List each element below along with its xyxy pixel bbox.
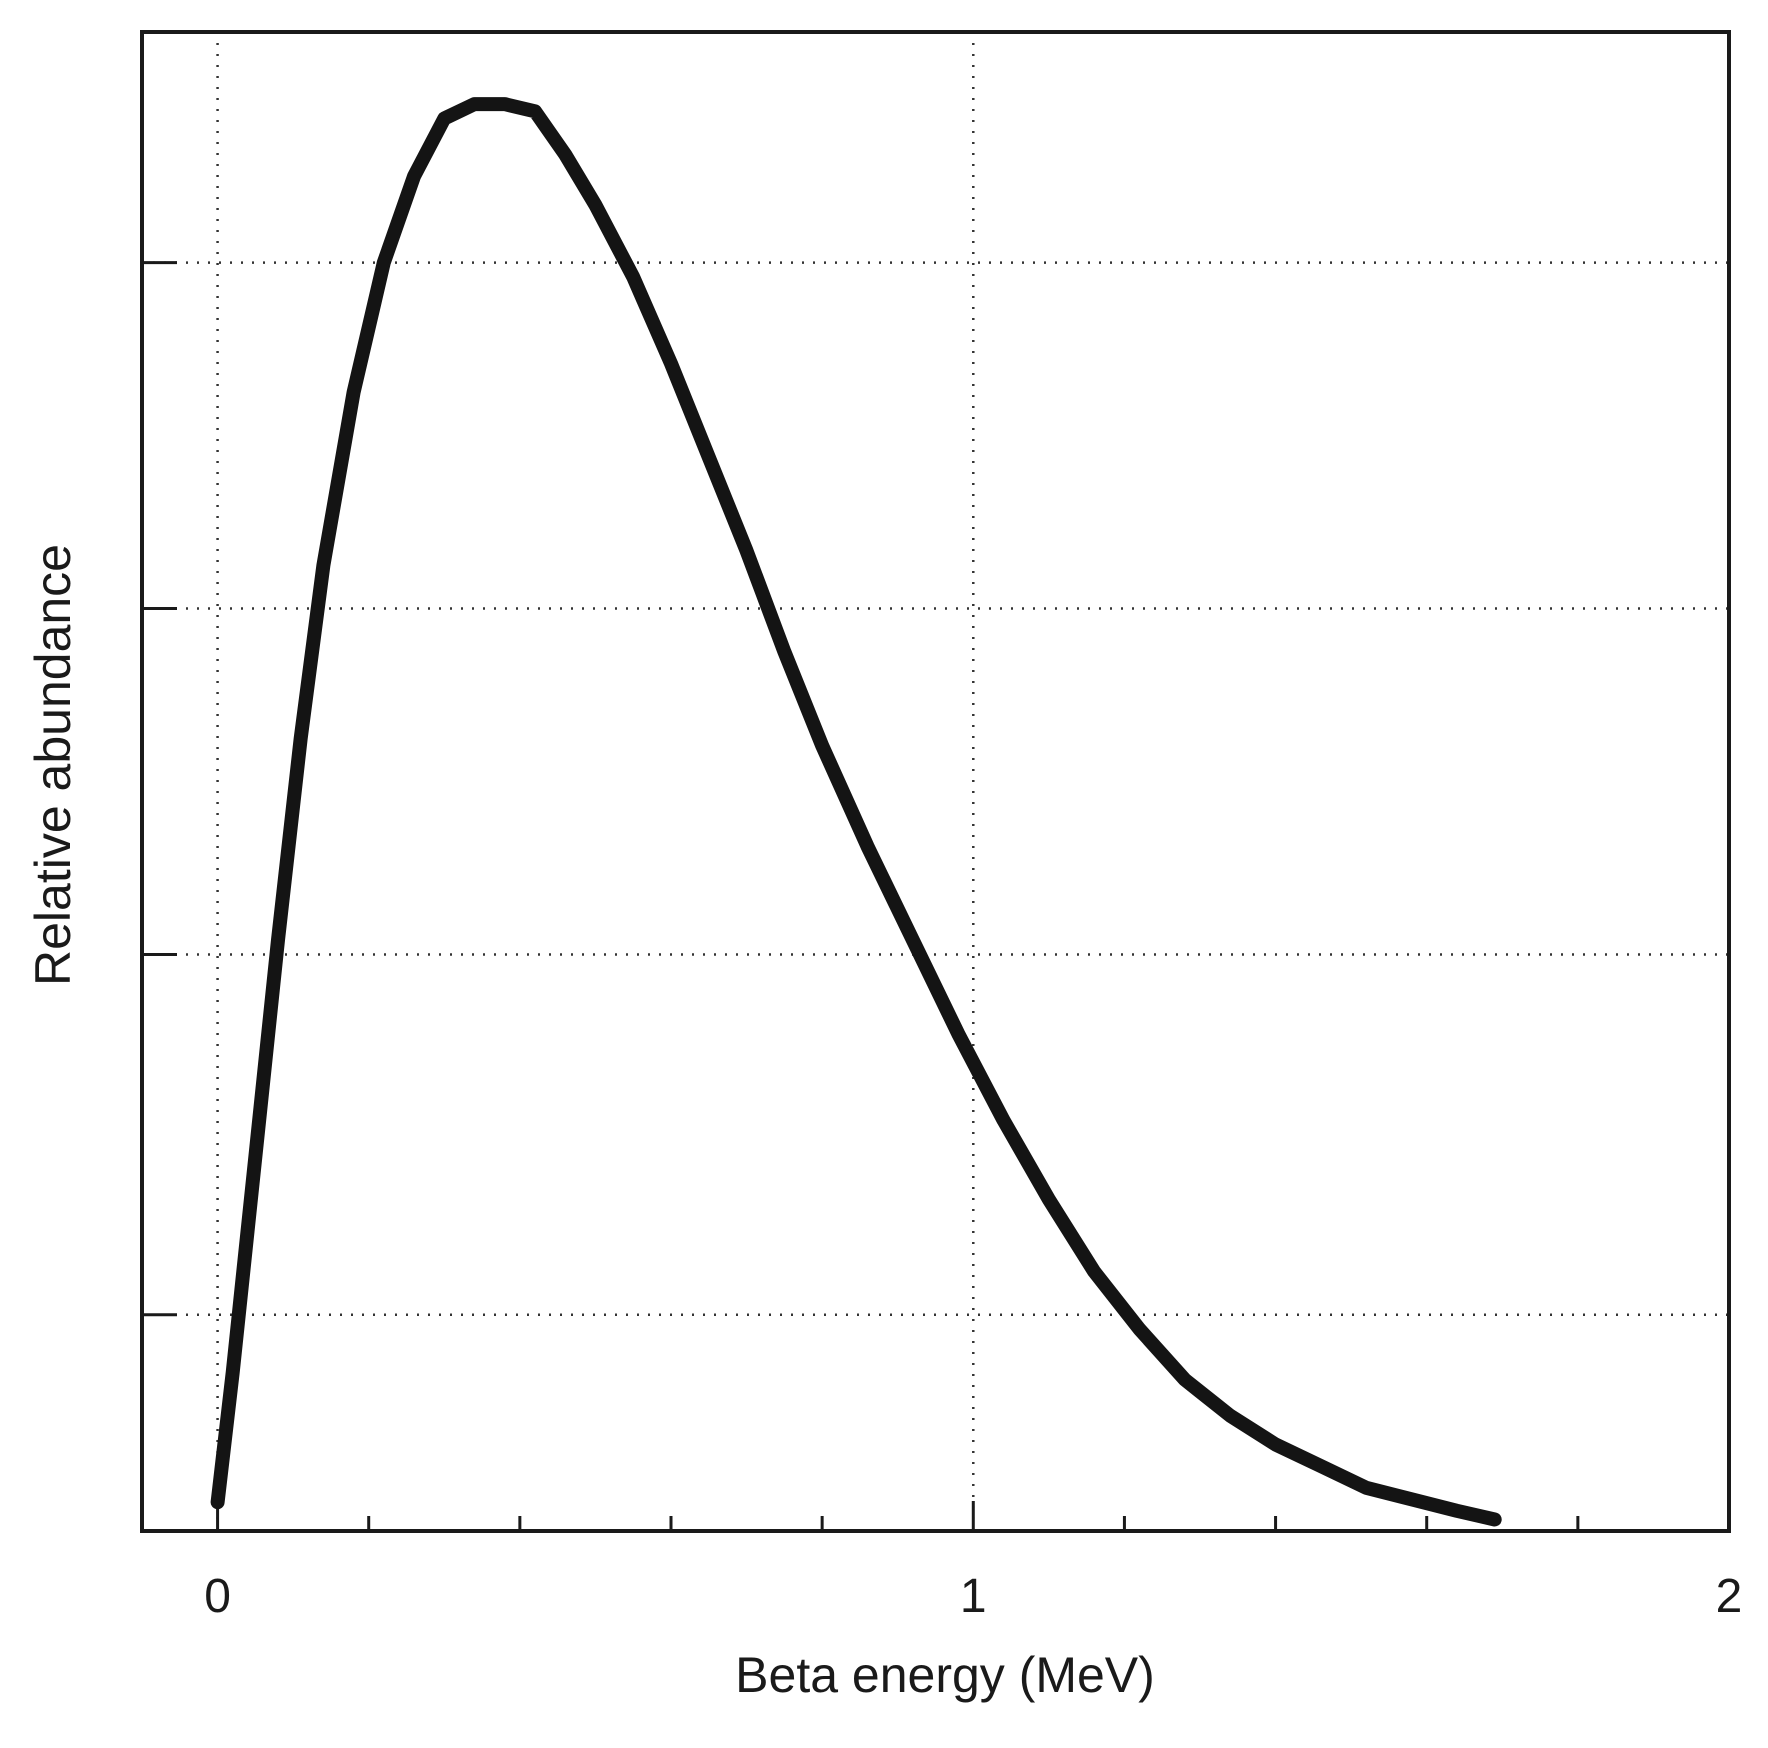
plot-frame — [140, 30, 1731, 1533]
axis-ticks — [142, 261, 1580, 1531]
tick-labels: 0 1 2 — [204, 1570, 1742, 1623]
grid-lines — [142, 32, 1729, 1531]
x-tick-label: 1 — [960, 1570, 987, 1623]
x-tick-label: 0 — [204, 1570, 231, 1623]
x-axis-title: Beta energy (MeV) — [735, 1647, 1155, 1703]
x-tick-label: 2 — [1716, 1570, 1743, 1623]
beta-spectrum-curve — [210, 97, 1502, 1527]
series-layer — [210, 97, 1502, 1527]
y-axis-title: Relative abundance — [25, 544, 81, 986]
